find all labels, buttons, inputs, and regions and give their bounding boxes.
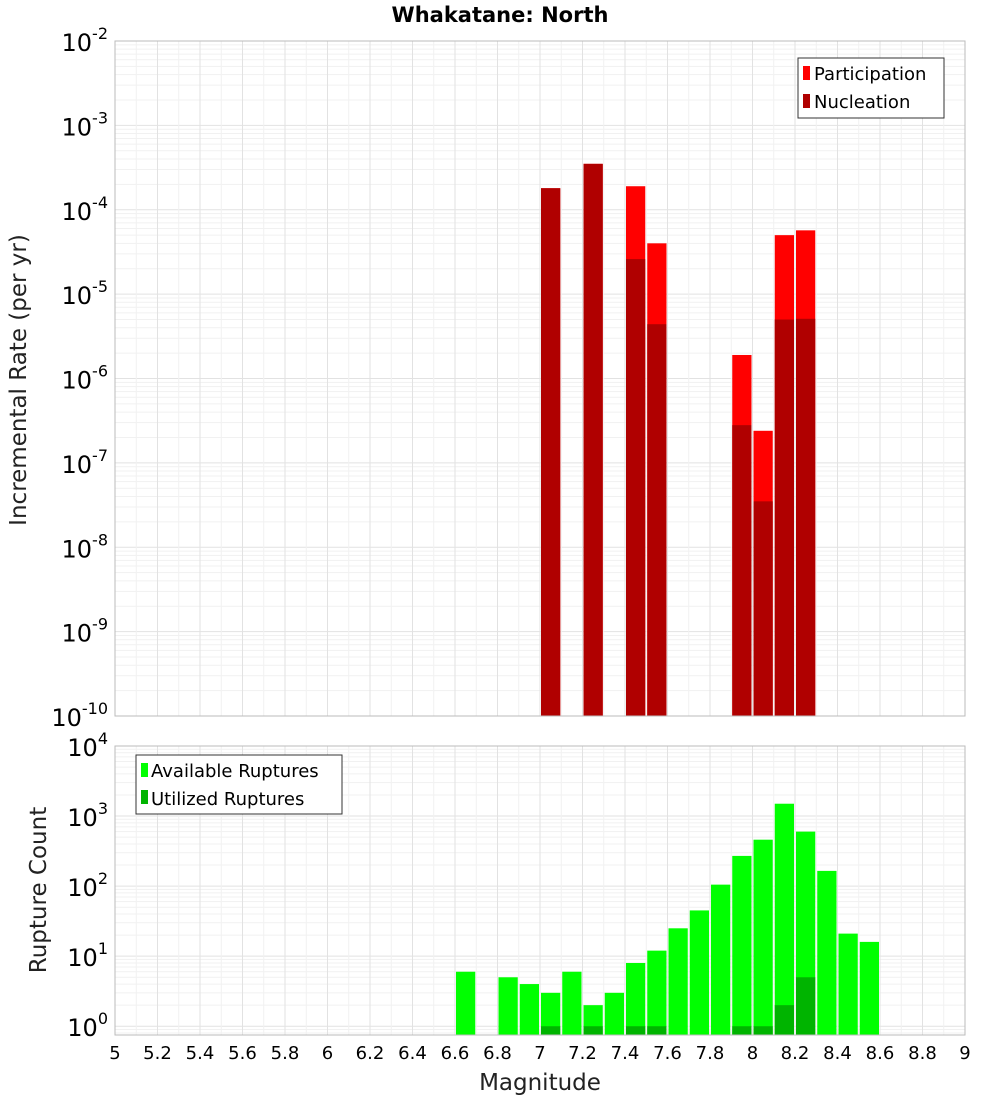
bottom-bar-utilized-ruptures xyxy=(583,1026,603,1035)
bottom-y-ticks: 100 101 102 103 104 xyxy=(67,729,108,1042)
bottom-legend-box xyxy=(135,754,343,815)
top-bar-nucleation xyxy=(774,319,794,716)
x-tick-label: 7.6 xyxy=(653,1043,682,1064)
bottom-bar-available-ruptures xyxy=(774,803,794,1035)
top-bar-nucleation xyxy=(732,425,752,716)
x-tick-label: 5 xyxy=(109,1043,120,1064)
top-y-tick-label: 10-3 xyxy=(62,108,109,141)
top-bar-nucleation xyxy=(626,259,646,716)
legend-label-available: Available Ruptures xyxy=(151,761,319,782)
x-tick-label: 5.6 xyxy=(228,1043,257,1064)
x-tick-label: 6.2 xyxy=(356,1043,385,1064)
x-tick-label: 8.2 xyxy=(781,1043,810,1064)
bottom-bar-available-ruptures xyxy=(689,910,709,1035)
top-bar-nucleation xyxy=(796,318,816,716)
x-tick-label: 5.4 xyxy=(186,1043,215,1064)
bottom-bar-available-ruptures xyxy=(647,950,667,1035)
top-y-tick-label: 10-10 xyxy=(51,699,108,732)
x-tick-label: 7 xyxy=(534,1043,545,1064)
bottom-y-tick-label: 100 xyxy=(67,1009,108,1042)
bottom-x-ticks: 5 5.2 5.4 5.6 5.8 6 6.2 6.4 6.6 6.8 7 7.2 7.4 7.6 7.8 8… xyxy=(109,1043,970,1064)
bottom-bar-available-ruptures xyxy=(626,962,646,1035)
top-bar-nucleation xyxy=(541,188,561,717)
top-y-tick-label: 10-2 xyxy=(62,24,109,57)
bottom-plot-border xyxy=(114,745,966,1036)
x-tick-label: 6.6 xyxy=(441,1043,470,1064)
bottom-bar-available-ruptures xyxy=(838,933,858,1035)
legend-swatch-participation xyxy=(803,66,810,80)
x-tick-label: 8.4 xyxy=(823,1043,852,1064)
x-tick-label: 8.8 xyxy=(908,1043,937,1064)
bottom-bar-available-ruptures xyxy=(817,870,837,1035)
bottom-bar-utilized-ruptures xyxy=(774,1005,794,1035)
bottom-bar-available-ruptures xyxy=(562,971,582,1035)
top-grid xyxy=(114,41,966,717)
top-y-tick-label: 10-8 xyxy=(62,530,109,563)
bottom-bar-available-ruptures xyxy=(859,941,879,1035)
bottom-bar-available-ruptures xyxy=(604,992,624,1035)
x-tick-label: 6 xyxy=(322,1043,333,1064)
bottom-bar-utilized-ruptures xyxy=(626,1026,646,1035)
legend-swatch-nucleation xyxy=(803,94,810,108)
bottom-bar-available-ruptures xyxy=(732,855,752,1035)
top-y-tick-label: 10-7 xyxy=(62,446,109,479)
bottom-y-axis-label: Rupture Count xyxy=(26,807,52,973)
legend-swatch-available xyxy=(141,763,148,777)
bottom-bar-utilized-ruptures xyxy=(732,1026,752,1035)
bottom-bar-utilized-ruptures xyxy=(796,977,816,1035)
top-y-tick-label: 10-4 xyxy=(62,193,109,226)
top-plot-border xyxy=(114,40,966,717)
top-y-tick-label: 10-6 xyxy=(62,362,109,395)
top-bar-nucleation xyxy=(647,324,667,716)
bottom-y-tick-label: 102 xyxy=(67,869,108,902)
bottom-bar-available-ruptures xyxy=(519,984,539,1035)
top-y-axis-label: Incremental Rate (per yr) xyxy=(6,234,32,526)
bottom-bar-available-ruptures xyxy=(668,928,688,1035)
top-y-tick-label: 10-9 xyxy=(62,615,109,648)
x-tick-label: 7.4 xyxy=(611,1043,640,1064)
bottom-panel: 100 101 102 103 104 5 5.2 5.4 5.6 5.8 6 6.2 6.4 6.6 6… xyxy=(26,729,971,1096)
x-tick-label: 8.6 xyxy=(866,1043,895,1064)
top-bar-nucleation xyxy=(753,501,773,716)
bottom-bar-available-ruptures xyxy=(753,839,773,1035)
x-tick-label: 6.4 xyxy=(398,1043,427,1064)
x-tick-label: 5.2 xyxy=(143,1043,172,1064)
bottom-bar-available-ruptures xyxy=(541,992,561,1035)
bottom-legend: Available Ruptures Utilized Ruptures xyxy=(135,754,343,815)
bottom-y-tick-label: 103 xyxy=(67,799,108,832)
x-axis-label: Magnitude xyxy=(479,1070,601,1096)
top-y-tick-label: 10-5 xyxy=(62,277,109,310)
legend-label-nucleation: Nucleation xyxy=(814,92,910,113)
top-legend: Participation Nucleation xyxy=(797,57,945,119)
bottom-y-tick-label: 104 xyxy=(67,729,108,762)
bottom-bars xyxy=(456,803,879,1035)
x-tick-label: 6.8 xyxy=(483,1043,512,1064)
x-tick-label: 8 xyxy=(747,1043,758,1064)
bottom-bar-utilized-ruptures xyxy=(647,1026,667,1035)
bottom-bar-available-ruptures xyxy=(711,884,731,1035)
x-tick-label: 9 xyxy=(959,1043,970,1064)
top-y-ticks: 10-10 10-9 10-8 10-7 10-6 10-5 10-4 10-3 10-2 xyxy=(51,24,108,732)
legend-swatch-utilized xyxy=(141,790,148,804)
top-bars xyxy=(541,163,816,717)
top-legend-box xyxy=(797,57,945,119)
chart-title: Whakatane: North xyxy=(392,3,609,27)
bottom-bar-utilized-ruptures xyxy=(753,1026,773,1035)
top-panel: 10-10 10-9 10-8 10-7 10-6 10-5 10-4 10-3 10-2 In… xyxy=(6,24,966,732)
legend-label-utilized: Utilized Ruptures xyxy=(151,789,304,810)
x-tick-label: 7.8 xyxy=(696,1043,725,1064)
x-tick-label: 7.2 xyxy=(568,1043,597,1064)
bottom-bar-available-ruptures xyxy=(498,977,518,1035)
bottom-bar-utilized-ruptures xyxy=(541,1026,561,1035)
bottom-y-tick-label: 101 xyxy=(67,939,108,972)
legend-label-participation: Participation xyxy=(814,64,926,85)
x-tick-label: 5.8 xyxy=(271,1043,300,1064)
top-bar-nucleation xyxy=(583,163,603,717)
bottom-bar-available-ruptures xyxy=(456,971,476,1035)
